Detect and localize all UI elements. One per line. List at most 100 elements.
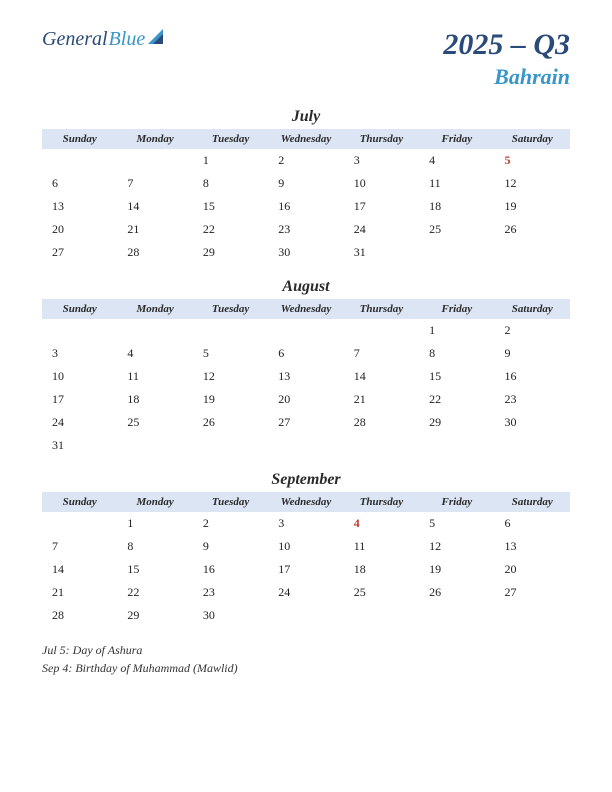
logo: General Blue [42,28,165,51]
calendar-cell: 4 [117,342,192,365]
calendar-cell: 11 [117,365,192,388]
calendar-row: 10111213141516 [42,365,570,388]
calendar-cell: 31 [344,241,419,264]
calendar-row: 6789101112 [42,172,570,195]
calendar-container: JulySundayMondayTuesdayWednesdayThursday… [42,108,570,627]
calendar-cell [495,604,570,627]
calendar-cell: 9 [495,342,570,365]
calendar-cell: 25 [117,411,192,434]
calendar-cell: 16 [268,195,343,218]
calendar-cell: 22 [117,581,192,604]
calendar-cell: 1 [117,512,192,535]
calendar-cell: 7 [344,342,419,365]
day-header: Thursday [344,492,419,512]
calendar-cell [42,512,117,535]
calendar-cell: 6 [495,512,570,535]
calendar-cell: 29 [193,241,268,264]
day-header: Monday [117,492,192,512]
calendar-cell: 19 [419,558,494,581]
calendar-cell: 20 [42,218,117,241]
calendar-row: 2728293031 [42,241,570,264]
day-header: Saturday [495,299,570,319]
calendar-table: SundayMondayTuesdayWednesdayThursdayFrid… [42,129,570,264]
calendar-cell [193,434,268,457]
calendar-cell: 12 [419,535,494,558]
calendar-cell: 28 [42,604,117,627]
calendar-cell: 15 [419,365,494,388]
calendar-cell: 23 [268,218,343,241]
calendar-cell: 3 [42,342,117,365]
calendar-cell: 20 [268,388,343,411]
calendar-cell: 28 [117,241,192,264]
calendar-cell: 16 [193,558,268,581]
calendar-cell: 5 [193,342,268,365]
calendar-cell: 10 [268,535,343,558]
calendar-cell: 25 [419,218,494,241]
month-name: August [42,278,570,296]
calendar-cell [117,434,192,457]
calendar-cell: 30 [268,241,343,264]
day-header: Saturday [495,129,570,149]
calendar-cell: 6 [42,172,117,195]
calendar-cell: 12 [495,172,570,195]
calendar-cell: 14 [344,365,419,388]
calendar-row: 24252627282930 [42,411,570,434]
calendar-cell [117,319,192,342]
calendar-cell: 9 [268,172,343,195]
calendar-cell: 3 [344,149,419,172]
calendar-cell: 29 [419,411,494,434]
calendar-cell [268,434,343,457]
holiday-item: Sep 4: Birthday of Muhammad (Mawlid) [42,659,570,677]
calendar-row: 31 [42,434,570,457]
calendar-cell: 7 [42,535,117,558]
calendar-row: 3456789 [42,342,570,365]
calendar-cell: 12 [193,365,268,388]
holiday-list: Jul 5: Day of Ashura Sep 4: Birthday of … [42,641,570,677]
calendar-cell [344,604,419,627]
calendar-cell: 2 [268,149,343,172]
calendar-cell: 28 [344,411,419,434]
calendar-cell: 18 [419,195,494,218]
calendar-cell [419,604,494,627]
calendar-cell: 22 [193,218,268,241]
calendar-cell: 11 [344,535,419,558]
calendar-cell [344,434,419,457]
day-header: Wednesday [268,492,343,512]
calendar-cell: 13 [495,535,570,558]
logo-triangle-icon [147,28,165,51]
calendar-cell: 5 [495,149,570,172]
month-block: August SundayMondayTuesdayWednesdayThursd… [42,278,570,457]
calendar-cell: 21 [117,218,192,241]
calendar-cell: 1 [419,319,494,342]
country-title: Bahrain [443,64,570,90]
calendar-cell [42,319,117,342]
calendar-cell: 18 [344,558,419,581]
calendar-cell: 31 [42,434,117,457]
calendar-cell: 17 [344,195,419,218]
header: General Blue 2025 – Q3 Bahrain [42,28,570,90]
calendar-cell: 22 [419,388,494,411]
calendar-cell: 30 [193,604,268,627]
calendar-cell: 2 [193,512,268,535]
calendar-cell: 27 [268,411,343,434]
calendar-cell [495,434,570,457]
day-header: Saturday [495,492,570,512]
calendar-row: 12345 [42,149,570,172]
calendar-cell: 8 [193,172,268,195]
calendar-cell: 17 [42,388,117,411]
calendar-cell: 4 [419,149,494,172]
calendar-table: SundayMondayTuesdayWednesdayThursdayFrid… [42,492,570,627]
calendar-cell: 11 [419,172,494,195]
calendar-cell: 26 [419,581,494,604]
day-header: Friday [419,299,494,319]
calendar-row: 21222324252627 [42,581,570,604]
calendar-table: SundayMondayTuesdayWednesdayThursdayFrid… [42,299,570,457]
calendar-cell: 10 [42,365,117,388]
calendar-cell: 6 [268,342,343,365]
calendar-cell: 5 [419,512,494,535]
calendar-cell [419,241,494,264]
day-header: Wednesday [268,129,343,149]
calendar-cell: 14 [42,558,117,581]
holiday-item: Jul 5: Day of Ashura [42,641,570,659]
month-block: SeptemberSundayMondayTuesdayWednesdayThu… [42,471,570,627]
